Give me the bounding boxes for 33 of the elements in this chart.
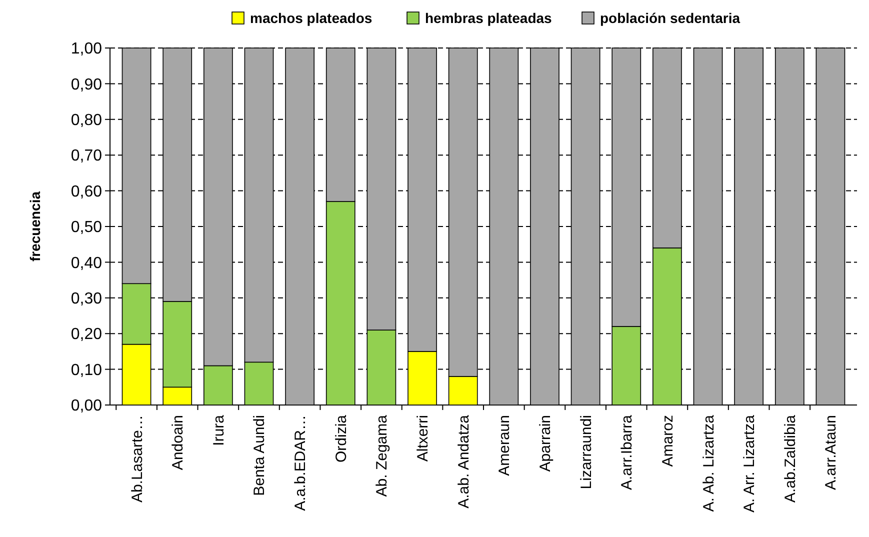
x-tick-label: Benta Aundi bbox=[251, 415, 268, 496]
x-tick-label: Ameraun bbox=[496, 415, 514, 476]
x-tick-label: Irura bbox=[210, 414, 228, 446]
y-tick-label: 0,80 bbox=[70, 112, 102, 129]
x-tick-label: A.arr.Ataun bbox=[822, 415, 840, 490]
y-tick-label: 0,30 bbox=[70, 290, 102, 308]
y-tick-label: 0,00 bbox=[70, 398, 102, 415]
y-tick-label: 1,00 bbox=[70, 40, 102, 58]
y-axis-title: frecuencia bbox=[27, 191, 43, 262]
x-tick-label: A.ab.Zaldibia bbox=[782, 414, 799, 503]
x-tick-label: Ordizia bbox=[332, 414, 350, 463]
x-tick-label: A.a.b.EDAR… bbox=[292, 415, 310, 511]
x-tick-label: Ab. Zegama bbox=[374, 414, 391, 497]
x-tick-label: Andoain bbox=[170, 415, 187, 470]
y-tick-label: 0,90 bbox=[70, 76, 102, 94]
x-tick-label: Amaroz bbox=[659, 415, 676, 467]
y-tick-label: 0,60 bbox=[70, 183, 102, 200]
x-tick-label: A. Ab. Lizartza bbox=[700, 414, 718, 512]
y-tick-label: 0,50 bbox=[70, 219, 102, 236]
legend-label: machos plateados bbox=[250, 10, 372, 26]
x-tick-label: A.arr.Ibarra bbox=[618, 414, 636, 490]
x-tick-label: Ab.Lasarte… bbox=[128, 415, 146, 503]
y-tick-label: 0,70 bbox=[70, 148, 102, 165]
x-tick-label: Altxerri bbox=[414, 415, 432, 462]
x-tick-label: Aparrain bbox=[536, 415, 554, 472]
y-tick-label: 0,40 bbox=[70, 254, 102, 272]
x-tick-label: Lizarraundi bbox=[578, 415, 595, 490]
y-tick-label: 0,10 bbox=[70, 362, 102, 379]
y-tick-label: 0,20 bbox=[70, 326, 102, 344]
x-tick-label: A.ab. Andatza bbox=[455, 414, 472, 508]
x-tick-label: A. Arr. Lizartza bbox=[741, 414, 758, 513]
legend-label: hembras plateadas bbox=[425, 10, 552, 26]
legend-label: población sedentaria bbox=[600, 10, 740, 26]
